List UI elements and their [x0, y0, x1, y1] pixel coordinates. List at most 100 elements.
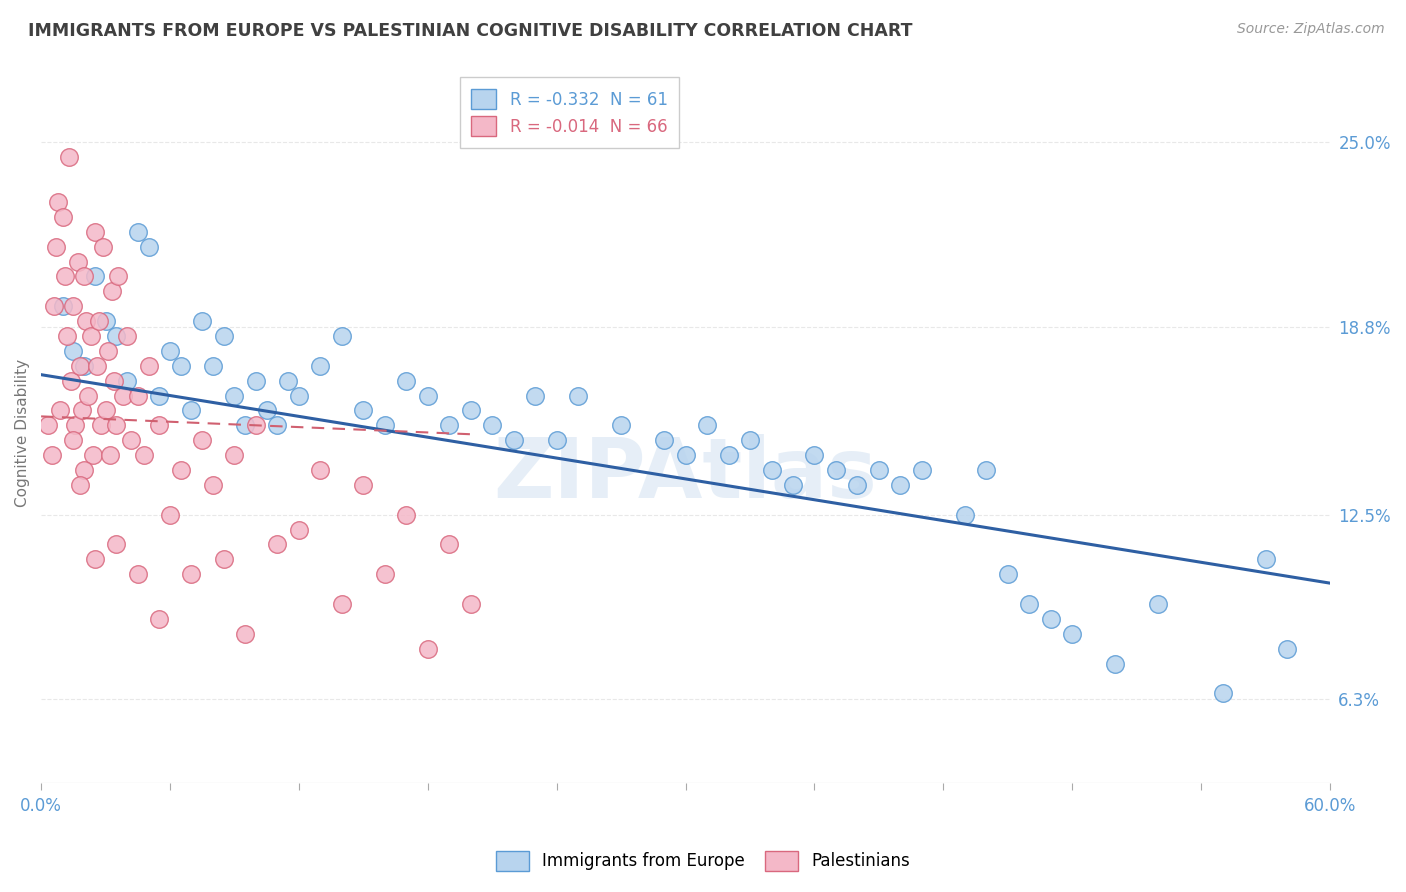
Point: [233, 418, 256, 433]
Point: [70, 403, 93, 417]
Legend: R = -0.332  N = 61, R = -0.014  N = 66: R = -0.332 N = 61, R = -0.014 N = 66: [460, 78, 679, 148]
Point: [374, 418, 396, 433]
Point: [288, 388, 311, 402]
Point: [127, 225, 149, 239]
Point: [233, 627, 256, 641]
Point: [191, 314, 214, 328]
Point: [127, 388, 149, 402]
Point: [148, 418, 170, 433]
Point: [159, 343, 181, 358]
Point: [52, 299, 75, 313]
Point: [201, 359, 224, 373]
Point: [65, 418, 87, 433]
Point: [1104, 657, 1126, 671]
Point: [58, 150, 80, 164]
Point: [652, 434, 675, 448]
Point: [352, 478, 374, 492]
Point: [245, 374, 267, 388]
Point: [105, 418, 128, 433]
Point: [277, 374, 299, 388]
Point: [115, 329, 138, 343]
Point: [93, 239, 115, 253]
Point: [83, 269, 105, 284]
Y-axis label: Cognitive Disability: Cognitive Disability: [15, 359, 30, 507]
Point: [62, 434, 84, 448]
Point: [148, 388, 170, 402]
Point: [782, 478, 804, 492]
Point: [180, 403, 202, 417]
Point: [159, 508, 181, 522]
Point: [83, 552, 105, 566]
Point: [120, 434, 142, 448]
Point: [111, 388, 134, 402]
Point: [98, 448, 121, 462]
Point: [976, 463, 998, 477]
Point: [60, 374, 83, 388]
Point: [148, 612, 170, 626]
Point: [416, 388, 439, 402]
Point: [460, 403, 482, 417]
Point: [439, 537, 461, 551]
Point: [953, 508, 976, 522]
Point: [330, 597, 353, 611]
Point: [90, 418, 112, 433]
Point: [309, 463, 332, 477]
Point: [374, 567, 396, 582]
Point: [56, 329, 79, 343]
Point: [546, 434, 568, 448]
Point: [73, 269, 96, 284]
Point: [41, 448, 63, 462]
Point: [889, 478, 911, 492]
Point: [86, 359, 108, 373]
Point: [256, 403, 278, 417]
Point: [134, 448, 156, 462]
Text: ZIPAtlas: ZIPAtlas: [494, 434, 877, 516]
Point: [138, 239, 160, 253]
Point: [49, 403, 72, 417]
Point: [330, 329, 353, 343]
Point: [675, 448, 697, 462]
Point: [224, 448, 246, 462]
Point: [352, 403, 374, 417]
Point: [83, 225, 105, 239]
Point: [266, 537, 288, 551]
Point: [138, 359, 160, 373]
Point: [201, 478, 224, 492]
Point: [127, 567, 149, 582]
Point: [115, 374, 138, 388]
Point: [107, 269, 129, 284]
Point: [1275, 641, 1298, 656]
Point: [997, 567, 1019, 582]
Point: [1062, 627, 1084, 641]
Text: Source: ZipAtlas.com: Source: ZipAtlas.com: [1237, 22, 1385, 37]
Point: [212, 552, 235, 566]
Point: [524, 388, 547, 402]
Point: [62, 343, 84, 358]
Point: [69, 359, 91, 373]
Point: [911, 463, 934, 477]
Point: [73, 359, 96, 373]
Point: [481, 418, 503, 433]
Point: [288, 523, 311, 537]
Point: [101, 285, 124, 299]
Point: [761, 463, 783, 477]
Point: [105, 329, 128, 343]
Point: [224, 388, 246, 402]
Point: [69, 478, 91, 492]
Point: [103, 374, 125, 388]
Point: [395, 508, 418, 522]
Point: [266, 418, 288, 433]
Point: [66, 254, 89, 268]
Point: [62, 299, 84, 313]
Point: [846, 478, 869, 492]
Point: [868, 463, 890, 477]
Point: [52, 210, 75, 224]
Point: [77, 388, 100, 402]
Point: [696, 418, 718, 433]
Point: [717, 448, 740, 462]
Point: [212, 329, 235, 343]
Point: [416, 641, 439, 656]
Point: [87, 314, 110, 328]
Point: [439, 418, 461, 433]
Point: [738, 434, 761, 448]
